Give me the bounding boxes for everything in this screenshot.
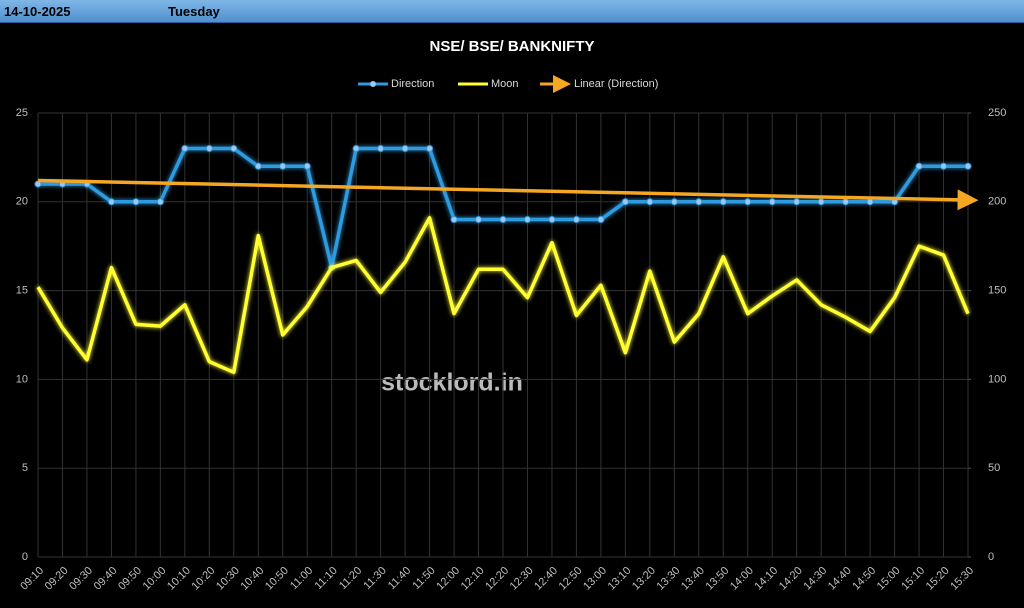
y2-tick-label: 100 <box>988 373 1006 385</box>
point <box>181 145 189 153</box>
point <box>597 216 605 224</box>
y2-tick-label: 250 <box>988 107 1006 119</box>
point <box>450 216 458 224</box>
trendline <box>37 178 979 211</box>
x-tick-label: 11:20 <box>337 565 364 592</box>
y2-tick-label: 50 <box>988 462 1000 474</box>
x-tick-label: 12:40 <box>532 565 560 593</box>
point <box>377 145 385 153</box>
x-tick-label: 12:20 <box>483 565 511 593</box>
legend-marker <box>370 81 376 87</box>
point <box>475 216 483 224</box>
x-tick-label: 13:20 <box>630 565 658 593</box>
x-tick-label: 10:30 <box>214 565 242 593</box>
legend-label: Direction <box>391 78 434 90</box>
y-tick-label: 25 <box>16 107 28 119</box>
x-tick-label: 11:00 <box>288 565 315 592</box>
x-tick-label: 10:40 <box>238 565 266 593</box>
x-tick-label: 15:30 <box>948 565 976 593</box>
legend-label: Linear (Direction) <box>574 78 658 90</box>
x-tick-label: 14:10 <box>752 565 780 593</box>
point <box>670 198 678 206</box>
date: 14-10-2025 <box>4 4 71 19</box>
x-tick-label: 11:50 <box>410 565 437 592</box>
y-tick-label: 5 <box>22 462 28 474</box>
y-tick-label: 10 <box>16 373 28 385</box>
x-tick-label: 09:40 <box>92 565 120 593</box>
point <box>107 198 115 206</box>
point <box>744 198 752 206</box>
x-tick-label: 11:30 <box>361 565 388 592</box>
x-tick-label: 11:10 <box>312 565 339 592</box>
x-tick-label: 12:10 <box>459 565 487 593</box>
x-tick-label: 12:00 <box>434 565 462 593</box>
x-tick-label: 10:00 <box>141 565 169 593</box>
point <box>205 145 213 153</box>
point <box>646 198 654 206</box>
y2-tick-label: 150 <box>988 285 1006 297</box>
x-tick-label: 13:30 <box>655 565 683 593</box>
x-tick-label: 09:30 <box>67 565 95 593</box>
point <box>352 145 360 153</box>
x-tick-label: 10:50 <box>263 565 291 593</box>
point <box>817 198 825 206</box>
x-tick-label: 13:10 <box>606 565 634 593</box>
point <box>230 145 238 153</box>
x-tick-label: 14:50 <box>850 565 878 593</box>
x-tick-label: 09:20 <box>43 565 71 593</box>
point <box>548 216 556 224</box>
x-tick-label: 10:10 <box>165 565 193 593</box>
point <box>695 198 703 206</box>
y-tick-label: 20 <box>16 196 28 208</box>
y2-tick-label: 0 <box>988 551 994 563</box>
y-tick-label: 0 <box>22 551 28 563</box>
point <box>621 198 629 206</box>
y2-tick-label: 200 <box>988 196 1006 208</box>
x-tick-label: 13:00 <box>581 565 609 593</box>
watermark: stocklord.in <box>381 369 523 397</box>
x-tick-label: 09:10 <box>18 565 46 593</box>
x-tick-label: 13:50 <box>703 565 731 593</box>
point <box>499 216 507 224</box>
chart-title: NSE/ BSE/ BANKNIFTY <box>429 38 594 55</box>
point <box>964 162 972 170</box>
point <box>523 216 531 224</box>
point <box>279 162 287 170</box>
x-tick-label: 13:40 <box>679 565 707 593</box>
point <box>768 198 776 206</box>
y-tick-label: 15 <box>16 285 28 297</box>
point <box>426 145 434 153</box>
day: Tuesday <box>168 4 220 19</box>
x-tick-label: 14:20 <box>777 565 805 593</box>
x-tick-label: 14:00 <box>728 565 756 593</box>
x-tick-label: 14:30 <box>801 565 829 593</box>
x-tick-label: 15:10 <box>899 565 927 593</box>
point <box>156 198 164 206</box>
point <box>572 216 580 224</box>
chart: NSE/ BSE/ BANKNIFTY stocklord.in 0 5 10 15 2… <box>16 38 1007 593</box>
series-line <box>36 216 970 375</box>
header-bar: 14-10-2025 Tuesday <box>0 0 1024 23</box>
x-tick-label: 14:40 <box>826 565 854 593</box>
x-tick-label: 15:20 <box>924 565 952 593</box>
x-tick-label: 15:00 <box>875 565 903 593</box>
x-tick-label: 12:50 <box>557 565 585 593</box>
point <box>842 198 850 206</box>
point <box>254 162 262 170</box>
x-tick-label: 12:30 <box>508 565 536 593</box>
x-tick-label: 11:40 <box>386 565 413 592</box>
point <box>719 198 727 206</box>
point <box>793 198 801 206</box>
x-tick-label: 09:50 <box>116 565 144 593</box>
point <box>940 162 948 170</box>
point <box>915 162 923 170</box>
x-tick-label: 10:20 <box>190 565 218 593</box>
point <box>132 198 140 206</box>
point <box>303 162 311 170</box>
legend-label: Moon <box>491 78 519 90</box>
point <box>401 145 409 153</box>
